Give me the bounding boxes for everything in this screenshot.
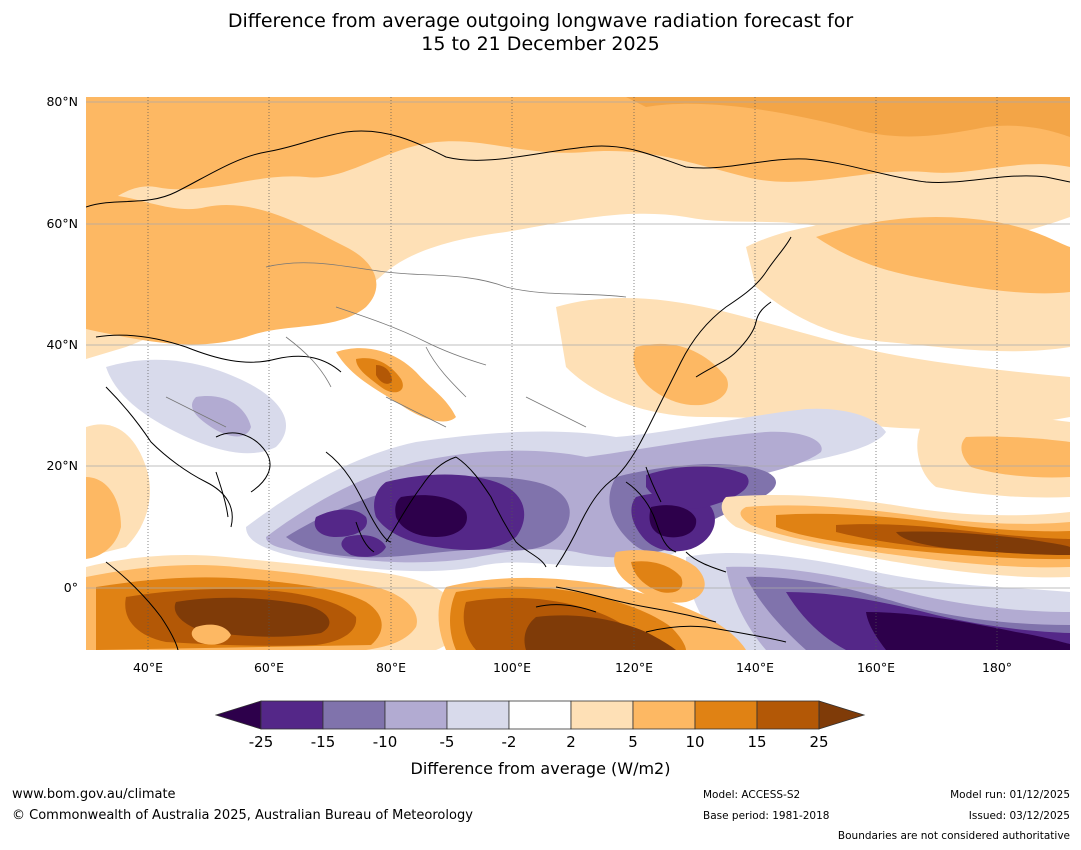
lat-label-40n: 40°N [46,337,78,352]
colorbar-tick-10: 25 [809,733,829,751]
graticule [147,97,998,650]
colorbar-tick-2: -15 [310,733,336,751]
coastlines [86,130,1070,650]
olr-anomaly-map [86,97,1070,650]
colorbar-tick-6: 2 [566,733,576,751]
lon-label-140e: 140°E [735,660,774,675]
colorbar-swatch-8 [694,700,758,730]
colorbar-tick-4: -5 [439,733,455,751]
colorbar-tick-8: 10 [685,733,705,751]
colorbar [215,700,866,730]
model-label: Model: ACCESS-S2 [703,789,801,801]
colorbar-tick-9: 15 [747,733,767,751]
colorbar-swatches [215,700,866,730]
colorbar-swatch-2 [322,700,386,730]
lat-label-80n: 80°N [46,94,78,109]
anomaly-field-arabia [86,359,286,559]
colorbar-tick-5: -2 [501,733,517,751]
map-title: Difference from average outgoing longwav… [0,10,1081,56]
lon-label-160e: 160°E [856,660,895,675]
parallels [86,101,1070,589]
lon-label-60e: 60°E [253,660,285,675]
colorbar-extend-low [215,700,262,730]
colorbar-swatch-9 [756,700,820,730]
copyright-text: © Commonwealth of Australia 2025, Austra… [12,808,473,823]
lon-label-40e: 40°E [132,660,164,675]
base-period-label: Base period: 1981-2018 [703,810,830,822]
issued-label: Issued: 03/12/2025 [968,810,1070,822]
colorbar-swatch-5 [508,700,572,730]
colorbar-swatch-3 [384,700,448,730]
colorbar-extend-high [818,700,866,730]
colorbar-tick-1: -25 [248,733,274,751]
lon-label-100e: 100°E [492,660,531,675]
lat-label-20n: 20°N [46,458,78,473]
anomaly-field-north [86,97,1070,429]
lon-label-80e: 80°E [375,660,407,675]
title-line-1: Difference from average outgoing longwav… [227,10,854,32]
lon-label-120e: 120°E [614,660,653,675]
website-link[interactable]: www.bom.gov.au/climate [12,787,176,802]
colorbar-swatch-1 [260,700,324,730]
colorbar-swatch-4 [446,700,510,730]
lat-label-60n: 60°N [46,216,78,231]
lat-label-0: 0° [63,580,78,595]
anomaly-field-south-positive [86,414,1070,650]
disclaimer-text: Boundaries are not considered authoritat… [837,830,1070,842]
country-borders [165,262,627,428]
model-run-label: Model run: 01/12/2025 [950,789,1070,801]
lon-label-180: 180° [981,660,1013,675]
anomaly-field-se-negative [686,552,1070,650]
anomaly-field-tropical-negative [246,408,886,572]
title-line-2: 15 to 21 December 2025 [421,33,660,55]
colorbar-tick-7: 5 [628,733,638,751]
colorbar-tick-3: -10 [372,733,398,751]
colorbar-swatch-7 [632,700,696,730]
colorbar-swatch-6 [570,700,634,730]
colorbar-title: Difference from average (W/m2) [410,759,671,778]
